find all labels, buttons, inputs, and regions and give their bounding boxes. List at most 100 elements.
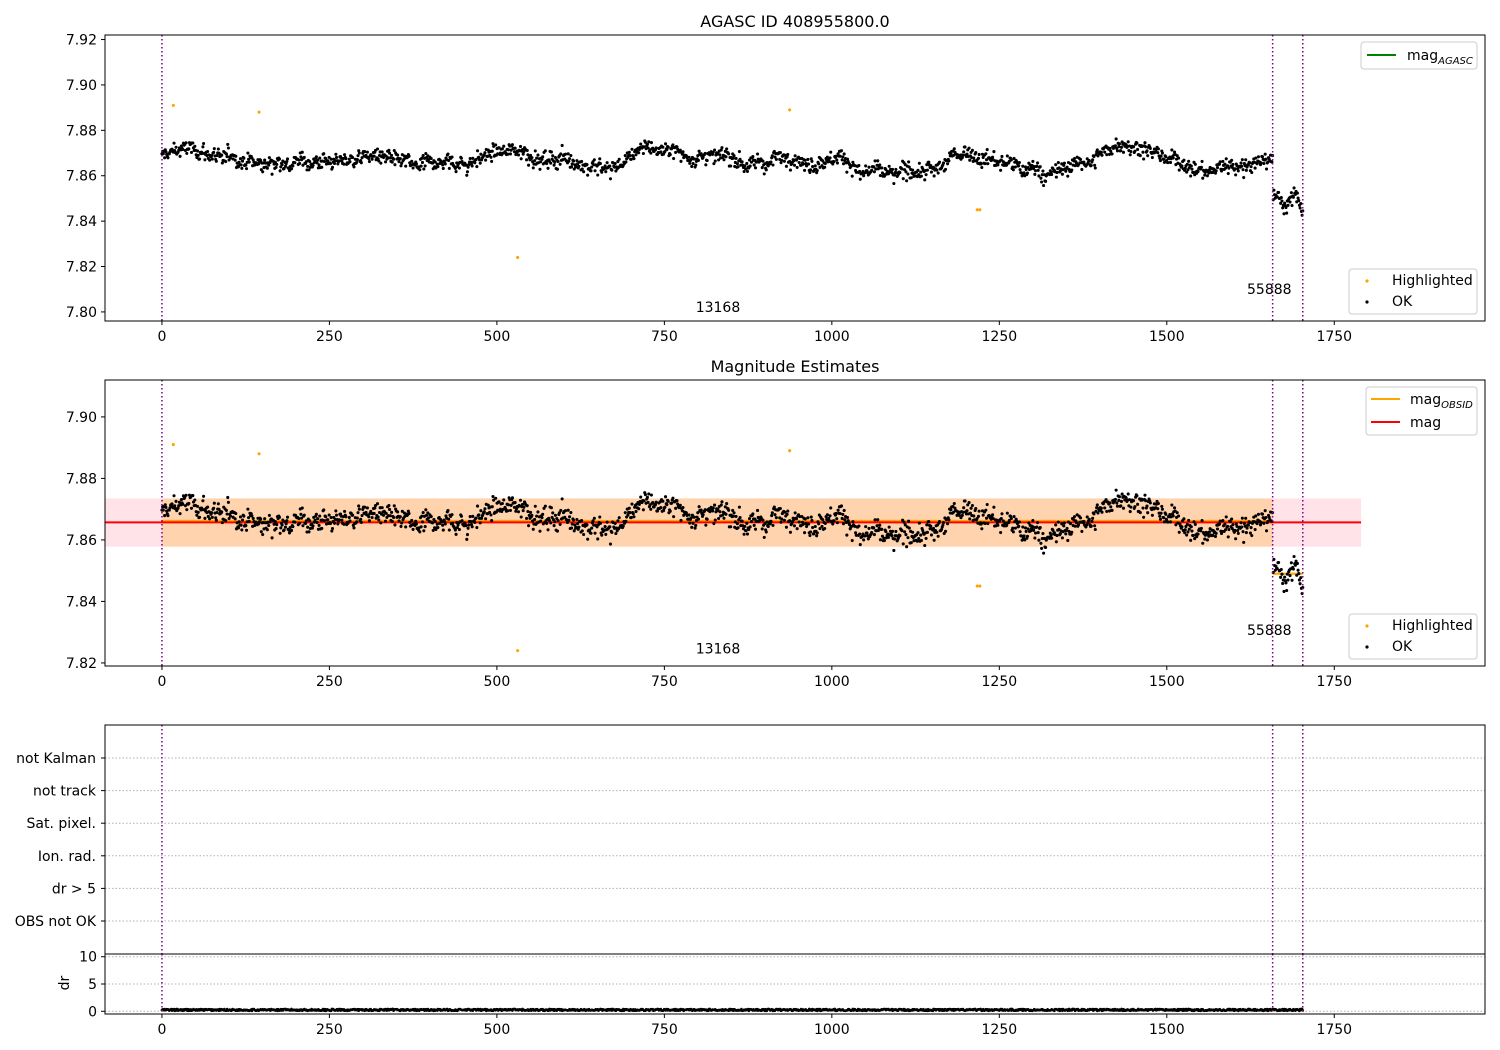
ok-point [187,501,191,506]
ok-point [745,169,750,173]
ok-point [974,506,978,511]
ok-point [1259,520,1263,525]
ok-point [1215,166,1220,170]
ok-point [508,152,512,156]
ok-point [941,523,945,527]
ok-point [968,158,972,162]
ok-point [1127,498,1132,502]
ok-point [220,161,224,165]
ok-point [543,504,547,508]
ok-point [1281,206,1285,210]
ok-point [379,161,383,165]
highlighted-point [788,108,792,112]
ok-point [742,532,746,536]
ok-point [835,158,839,162]
ok-point [858,177,862,181]
ok-point [396,510,400,514]
ok-point [1264,515,1268,520]
ok-point [795,527,799,531]
ok-point [1023,526,1028,530]
ok-point [367,157,371,161]
ok-point [711,509,715,513]
ok-point [174,145,178,149]
ok-point [576,522,580,526]
ok-point [873,159,877,163]
highlighted-point [516,649,520,653]
ok-point [549,150,553,154]
ok-point [580,167,584,171]
ok-point [1056,161,1060,165]
ok-point [1187,166,1191,170]
ok-point [404,164,408,168]
ok-point [766,524,770,529]
ok-point [1143,141,1147,145]
ok-point [1218,519,1222,523]
ok-point [1283,201,1287,205]
ok-point [1196,532,1200,536]
ok-point [522,150,526,154]
ok-point [1285,588,1289,593]
ok-point [490,505,494,509]
ok-point [525,516,529,520]
ok-point [851,160,855,164]
ok-point [828,514,832,518]
ok-point [593,169,597,173]
ok-point [359,520,363,524]
ok-point [1195,535,1199,539]
ok-point [181,502,185,506]
ok-point [1296,196,1300,200]
ok-point [163,514,167,518]
ok-point [574,525,578,529]
ok-point [420,160,425,164]
ok-point [659,150,663,154]
ok-point [1119,145,1124,149]
ok-point [314,512,318,516]
ok-point [863,534,867,538]
ok-point [1117,498,1121,502]
ok-point [191,494,195,498]
ok-point [850,174,854,178]
ok-point [663,505,667,509]
ok-point [983,521,987,525]
ok-point [318,514,322,518]
ok-point [589,169,593,173]
ok-point [818,527,822,531]
ok-point [963,145,967,149]
ok-point [1150,155,1154,160]
ok-point [236,526,241,530]
ok-point [823,521,827,525]
ok-point [1228,519,1232,524]
ok-point [999,530,1003,535]
ok-point [261,533,265,537]
ok-point [661,499,665,503]
ok-point [979,522,983,526]
ok-point [1260,512,1265,516]
ok-point [553,513,557,517]
ok-point [1285,211,1289,215]
ok-point [270,536,274,540]
ok-point [392,148,396,153]
ok-point [743,164,747,168]
ok-point [643,140,647,144]
ok-point [479,509,483,513]
highlighted-point [978,584,982,588]
ok-point [731,156,735,160]
ok-point [1170,148,1174,152]
ok-point [569,526,574,530]
ok-point [668,153,672,157]
ok-point [902,520,906,524]
ok-point [441,523,445,527]
y-tick-label: 7.86 [66,169,97,185]
ok-point [840,516,844,520]
ok-point [668,509,672,513]
ok-point [999,158,1003,162]
ok-point [1054,523,1058,527]
ok-point [539,519,543,523]
ok-point [623,154,627,158]
ok-point [817,162,821,166]
ok-point [1168,520,1173,524]
ok-point [1054,540,1058,544]
ok-point [666,145,670,149]
ok-point [996,163,1000,167]
ok-point [247,519,251,523]
